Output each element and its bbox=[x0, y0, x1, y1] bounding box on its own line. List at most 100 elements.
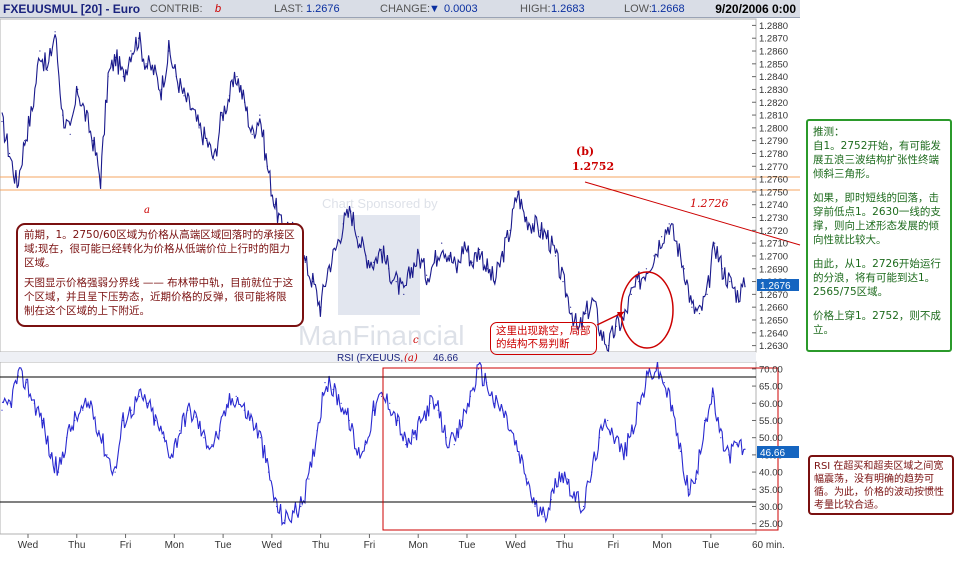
price-point bbox=[145, 63, 147, 65]
trend-line bbox=[584, 181, 801, 246]
rsi-point bbox=[591, 471, 593, 473]
price-point bbox=[615, 325, 617, 327]
rsi-point bbox=[308, 478, 310, 480]
price-tick-label: 1.2650 bbox=[759, 315, 788, 326]
rsi-point bbox=[74, 419, 76, 422]
price-point bbox=[380, 248, 382, 251]
price-tick-label: 1.2820 bbox=[759, 98, 788, 109]
x-tick-label: Mon bbox=[165, 540, 184, 551]
x-tick-label: Tue bbox=[702, 540, 719, 551]
price-point bbox=[206, 140, 208, 142]
price-tick-label: 1.2800 bbox=[759, 123, 788, 134]
rsi-point bbox=[695, 478, 698, 480]
rsi-point bbox=[1, 409, 3, 411]
price-point bbox=[577, 332, 579, 334]
rsi-point bbox=[534, 505, 536, 508]
price-tick-label: 1.2770 bbox=[759, 162, 788, 173]
rsi-point bbox=[623, 454, 625, 456]
rsi-point bbox=[486, 382, 488, 384]
price-point bbox=[562, 281, 564, 283]
rsi-point bbox=[235, 395, 237, 397]
price-point bbox=[31, 108, 33, 110]
rsi-point bbox=[744, 448, 746, 450]
rsi-point bbox=[647, 375, 649, 377]
rsi-tick-label: 35.00 bbox=[759, 485, 783, 496]
rsi-point bbox=[17, 375, 19, 377]
x-tick-label: Fri bbox=[120, 540, 132, 551]
price-point bbox=[115, 56, 117, 59]
price-point bbox=[62, 114, 64, 116]
x-tick-label: Mon bbox=[652, 540, 671, 551]
price-point bbox=[236, 76, 238, 78]
price-point bbox=[221, 114, 223, 116]
price-point bbox=[175, 76, 177, 78]
rsi-point bbox=[284, 519, 286, 521]
rsi-point bbox=[9, 402, 11, 404]
x-tick-label: Wed bbox=[262, 540, 282, 551]
label-c: c bbox=[413, 335, 419, 346]
symbol-title: FXEUUSMUL [20] - Euro bbox=[3, 2, 141, 16]
price-point bbox=[607, 345, 610, 347]
rsi-point bbox=[122, 419, 124, 422]
price-point bbox=[418, 255, 420, 257]
last-price-badge bbox=[757, 279, 799, 291]
price-tick-label: 1.2790 bbox=[759, 136, 788, 147]
rsi-point bbox=[41, 419, 44, 422]
price-point bbox=[259, 114, 261, 116]
rsi-point bbox=[276, 505, 278, 508]
sponsor-watermark: Chart Sponsored by ManFinancial bbox=[298, 196, 465, 351]
change-arrow-icon: ▼ bbox=[429, 3, 440, 15]
price-point bbox=[228, 95, 230, 97]
price-point bbox=[494, 281, 496, 283]
last-label: LAST: bbox=[274, 3, 304, 15]
rsi-point bbox=[631, 430, 633, 432]
rsi-point bbox=[542, 516, 544, 518]
rsi-point bbox=[582, 505, 585, 508]
price-point bbox=[304, 261, 306, 263]
rsi-point bbox=[671, 409, 673, 411]
rsi-point bbox=[130, 409, 132, 411]
rsi-highlight-box bbox=[382, 367, 779, 531]
price-point bbox=[486, 268, 488, 270]
rsi-point bbox=[453, 444, 455, 446]
rsi-point bbox=[340, 402, 342, 404]
rsi-point bbox=[267, 471, 270, 473]
price-point bbox=[623, 319, 625, 321]
rsi-point bbox=[82, 409, 84, 411]
rsi-point bbox=[477, 368, 480, 370]
price-point bbox=[16, 184, 18, 187]
rsi-value-badge bbox=[757, 446, 799, 458]
price-point bbox=[357, 236, 359, 238]
price-tick-label: 1.2810 bbox=[759, 111, 788, 122]
high-value: 1.2683 bbox=[551, 3, 585, 15]
price-point bbox=[403, 293, 405, 295]
price-point bbox=[92, 140, 94, 142]
rsi-point bbox=[90, 402, 92, 404]
watermark-logo bbox=[338, 215, 420, 315]
last-value: 1.2676 bbox=[306, 3, 340, 15]
x-axis-unit: 60 min. bbox=[752, 540, 785, 551]
rsi-tick-label: 65.00 bbox=[759, 382, 783, 393]
price-point bbox=[342, 223, 344, 225]
rsi-point bbox=[154, 419, 156, 422]
rsi-point bbox=[502, 409, 504, 411]
rsi-point bbox=[162, 437, 165, 439]
rsi-point bbox=[413, 437, 415, 439]
rsi-series bbox=[1, 361, 746, 526]
contrib-mark: b bbox=[215, 3, 222, 15]
note-right-p4: 由此，从1。2726开始运行的分浪，将有可能到达1。2565/75区域。 bbox=[813, 258, 941, 298]
rsi-point bbox=[429, 402, 431, 404]
price-point bbox=[153, 69, 155, 71]
rsi-point bbox=[574, 499, 577, 501]
label-a: a bbox=[144, 205, 150, 216]
price-point bbox=[312, 281, 314, 283]
price-point bbox=[433, 261, 435, 263]
price-point bbox=[570, 306, 572, 308]
note-left: 前期，1。2750/60区域为价格从高端区域回落时的承接区域;现在，很可能已经转… bbox=[16, 223, 304, 327]
rsi-label-bar bbox=[0, 352, 756, 362]
price-tick-label: 1.2660 bbox=[759, 303, 788, 314]
price-point bbox=[441, 242, 443, 244]
rsi-point bbox=[494, 402, 496, 404]
rsi-point bbox=[251, 419, 253, 422]
